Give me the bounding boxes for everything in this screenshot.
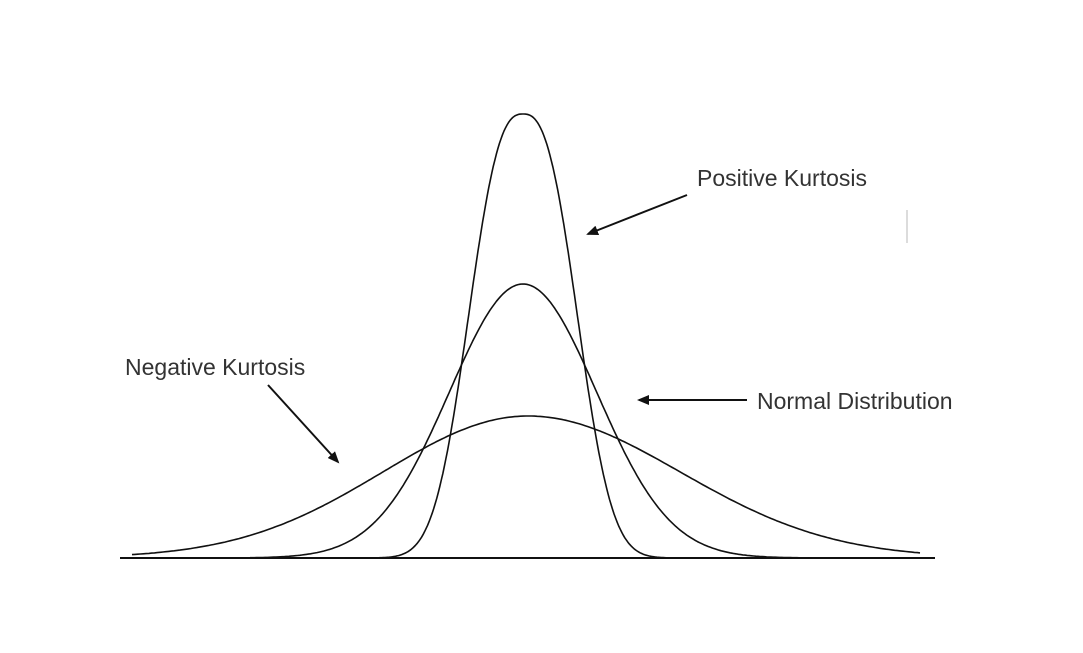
positive-kurtosis-label: Positive Kurtosis — [697, 165, 867, 191]
normal-distribution-curve — [250, 283, 812, 559]
negative-kurtosis-curve — [131, 415, 921, 556]
positive-kurtosis-arrow — [586, 194, 688, 235]
normal-distribution-label: Normal Distribution — [757, 388, 953, 414]
positive-kurtosis-curve — [345, 113, 712, 559]
negative-kurtosis-label: Negative Kurtosis — [125, 354, 305, 380]
negative-kurtosis-arrow — [267, 384, 340, 464]
